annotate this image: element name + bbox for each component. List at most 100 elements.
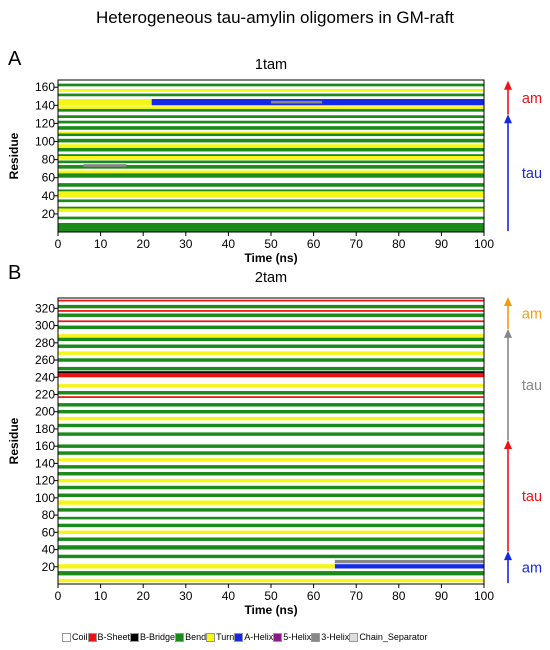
- structure-band-bend: [58, 451, 484, 455]
- y-axis-label: Residue: [7, 417, 21, 464]
- structure-band-bend: [58, 93, 484, 97]
- x-tick-label: 70: [350, 589, 364, 603]
- panel-title-1tam: 1tam: [254, 57, 288, 73]
- y-tick-label: 60: [42, 525, 56, 539]
- y-tick-label: 60: [42, 171, 56, 185]
- structure-band-bend: [58, 325, 484, 330]
- structure-band-bend: [58, 472, 484, 476]
- x-tick-label: 60: [307, 589, 321, 603]
- structure-band-turn: [58, 578, 484, 583]
- legend-label: Bend: [185, 632, 207, 642]
- structure-band-bend: [58, 545, 484, 550]
- structure-band-bend: [58, 516, 484, 520]
- structure-band-b-bridge: [58, 371, 484, 373]
- structure-band-bend: [58, 216, 484, 220]
- y-tick-label: 260: [35, 353, 55, 367]
- x-tick-label: 40: [222, 237, 236, 251]
- y-tick-label: 240: [35, 370, 55, 384]
- legend-swatch: [62, 632, 71, 642]
- structure-band-bend: [58, 403, 484, 407]
- structure-band-turn: [58, 478, 484, 483]
- structure-band-bend: [58, 304, 484, 309]
- structure-band-bend: [58, 493, 484, 497]
- x-tick-label: 80: [392, 589, 406, 603]
- segment-arrow-head: [504, 328, 512, 338]
- structure-band-bend: [58, 165, 484, 169]
- x-axis-label: Time (ns): [244, 603, 297, 617]
- structure-band-turn: [58, 156, 484, 160]
- structure-band-bend: [58, 554, 484, 559]
- structure-band-a-helix: [334, 564, 484, 569]
- structure-band-bend: [58, 199, 484, 203]
- structure-band-bend: [58, 189, 484, 192]
- structure-band-bend: [58, 444, 484, 448]
- structure-band-bend: [58, 183, 484, 187]
- legend-swatch: [311, 632, 321, 642]
- y-tick-label: 180: [35, 422, 55, 436]
- y-tick-label: 140: [35, 98, 55, 112]
- structure-band-bend: [58, 485, 484, 490]
- segment-arrow-head: [504, 80, 512, 90]
- y-tick-label: 160: [35, 80, 55, 94]
- structure-band-turn: [58, 530, 484, 535]
- legend-label: 5-Helix: [283, 632, 312, 642]
- legend-swatch: [130, 632, 140, 642]
- x-tick-label: 70: [350, 237, 364, 251]
- y-tick-label: 100: [35, 491, 55, 505]
- x-tick-label: 30: [179, 237, 193, 251]
- panel-letter-b: B: [8, 262, 22, 284]
- x-tick-label: 10: [94, 589, 108, 603]
- structure-band-bend: [58, 313, 484, 317]
- structure-band-b-sheet: [58, 320, 484, 323]
- y-tick-label: 280: [35, 336, 55, 350]
- structure-band-bend: [58, 222, 484, 232]
- y-tick-label: 80: [42, 508, 56, 522]
- structure-band-3-helix: [271, 100, 323, 104]
- structure-band-bend: [58, 115, 484, 118]
- legend-swatch: [206, 632, 216, 642]
- x-tick-label: 80: [392, 237, 406, 251]
- structure-band-bend: [58, 423, 484, 428]
- segment-label-tau: tau: [522, 166, 542, 182]
- y-tick-label: 160: [35, 439, 55, 453]
- structure-band-bend: [58, 432, 484, 436]
- structure-band-turn: [58, 208, 484, 213]
- y-tick-label: 40: [42, 543, 56, 557]
- legend-item-b-bridge: B-Bridge: [130, 632, 175, 642]
- y-tick-label: 140: [35, 456, 55, 470]
- y-tick-label: 100: [35, 135, 55, 149]
- structure-band-turn: [58, 458, 484, 462]
- structure-band-bend: [58, 126, 484, 130]
- x-axis-label: Time (ns): [244, 251, 297, 265]
- legend-item-b-sheet: B-Sheet: [87, 632, 131, 642]
- structure-band-b-sheet: [58, 372, 484, 378]
- legend-label: B-Sheet: [97, 632, 131, 642]
- legend-item-5-helix: 5-Helix: [273, 632, 311, 642]
- legend-swatch: [349, 632, 359, 642]
- legend-swatch: [175, 632, 185, 642]
- x-tick-label: 20: [137, 589, 151, 603]
- legend-item-turn: Turn: [206, 632, 234, 642]
- structure-band-turn: [58, 334, 484, 338]
- legend-item-coil: Coil: [62, 632, 88, 642]
- y-tick-label: 20: [42, 207, 56, 221]
- legend-swatch: [234, 632, 244, 642]
- legend-label: Chain_Separator: [359, 632, 428, 642]
- segment-arrow-head: [504, 440, 512, 449]
- structure-band-bend: [58, 391, 484, 395]
- legend-label: Turn: [216, 632, 235, 642]
- structure-band-bend: [58, 133, 484, 137]
- segment-label-tau: tau: [522, 378, 542, 394]
- structure-band-turn: [58, 191, 484, 198]
- structure-band-bend: [58, 160, 484, 164]
- structure-band-turn: [58, 99, 152, 106]
- legend-label: A-Helix: [244, 632, 274, 642]
- segment-label-am: am: [522, 307, 542, 323]
- legend-item-3-helix: 3-Helix: [311, 632, 349, 642]
- panel-title-2tam: 2tam: [254, 270, 288, 286]
- structure-band-3-helix: [83, 164, 127, 167]
- x-tick-label: 0: [55, 237, 62, 251]
- legend-label: Coil: [72, 632, 88, 642]
- y-tick-label: 80: [42, 153, 56, 167]
- figure-title: Heterogeneous tau-amylin oligomers in GM…: [95, 8, 455, 27]
